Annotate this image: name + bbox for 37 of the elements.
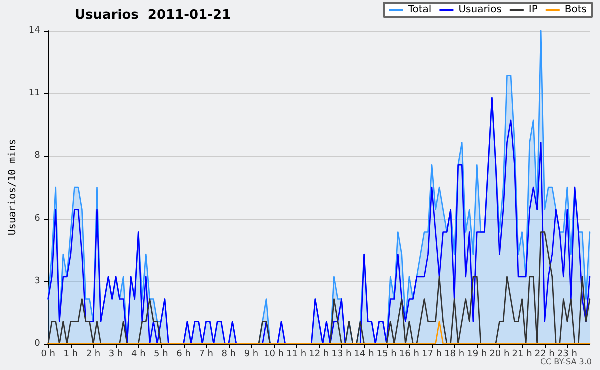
x-tick-label: 7 h [199, 350, 214, 360]
x-tick-label: 22 h [534, 350, 555, 360]
y-tick-label: 11 [28, 88, 40, 99]
text: CC BY-SA 3.0 [540, 358, 592, 366]
y-tick-label: 14 [28, 26, 41, 36]
x-tick-label: 3 h [108, 350, 124, 360]
x-tick-label: 21 h [512, 350, 532, 360]
x-tick-label: 20 h [490, 350, 510, 360]
x-tick-label: 8 h [222, 350, 236, 360]
x-tick-label: 9 h [244, 350, 259, 360]
x-tick-label: 4 h [131, 350, 146, 360]
y-axis-title: Usuarios/10 mins [8, 139, 18, 236]
x-tick-label: 13 h [332, 350, 352, 360]
x-tick-label: 0 h [41, 350, 56, 360]
y-tick-label: 8 [34, 151, 41, 162]
legend-label: IP [528, 4, 538, 16]
x-tick-label: 6 h [176, 350, 191, 360]
legend-label: Total [407, 4, 432, 16]
x-tick-label: 16 h [399, 350, 420, 360]
x-tick-label: 1 h [64, 350, 78, 360]
x-tick-label: 14 h [354, 350, 374, 360]
x-tick-label: 18 h [444, 350, 465, 360]
y-tick-label: 0 [34, 339, 41, 349]
legend-label: Usuarios [458, 4, 502, 16]
x-tick-label: 12 h [309, 350, 330, 360]
x-tick-label: 2 h [86, 350, 101, 360]
x-tick-label: 10 h [264, 350, 284, 360]
x-tick-label: 11 h [286, 350, 307, 360]
x-tick-label: 5 h [154, 350, 168, 360]
chart-title: Usuarios 2011-01-21 [75, 8, 232, 23]
x-tick-label: 19 h [467, 350, 488, 360]
x-tick-label: 23 h [557, 350, 578, 360]
y-tick-label: 3 [34, 276, 40, 286]
y-tick-label: 6 [34, 214, 41, 224]
x-tick-label: 17 h [422, 350, 442, 360]
legend-label: Bots [564, 4, 587, 16]
x-tick-label: 15 h [376, 350, 397, 360]
